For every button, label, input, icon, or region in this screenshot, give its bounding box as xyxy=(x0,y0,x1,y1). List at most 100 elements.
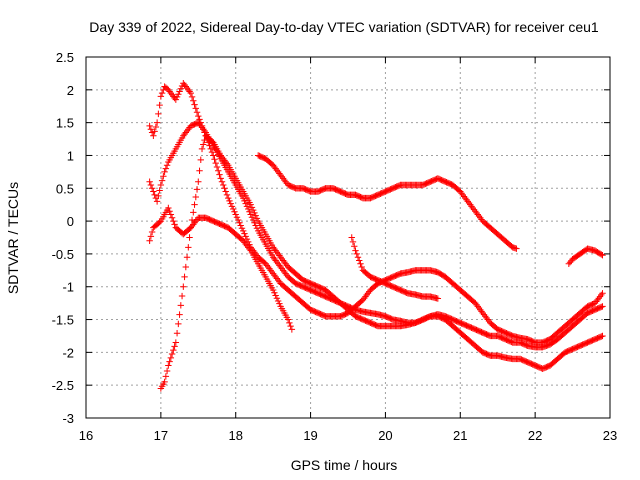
x-tick-label: 23 xyxy=(603,428,617,443)
data-point xyxy=(175,320,182,328)
data-point xyxy=(222,188,229,195)
data-point xyxy=(165,362,172,369)
data-point xyxy=(351,243,358,250)
data-point xyxy=(233,214,241,221)
data-point xyxy=(269,286,277,294)
data-point xyxy=(150,132,157,139)
data-point xyxy=(181,273,188,281)
data-point xyxy=(151,191,158,199)
data-point xyxy=(191,101,198,108)
data-point xyxy=(221,185,228,192)
data-point xyxy=(197,156,204,164)
data-point xyxy=(188,216,196,224)
data-point xyxy=(246,208,253,215)
data-point xyxy=(188,93,196,101)
data-point xyxy=(195,112,202,120)
data-point xyxy=(183,253,191,261)
data-point xyxy=(220,181,227,189)
data-point xyxy=(172,339,180,346)
y-tick-label: 2.5 xyxy=(56,50,74,65)
data-point xyxy=(237,222,244,229)
data-point xyxy=(252,212,259,219)
data-point xyxy=(598,251,605,258)
data-point xyxy=(176,311,183,318)
data-point xyxy=(182,263,190,271)
data-point xyxy=(185,244,192,251)
data-point xyxy=(215,167,222,174)
data-point xyxy=(176,88,183,95)
data-point xyxy=(178,292,186,300)
data-point xyxy=(287,322,294,330)
data-point xyxy=(598,303,605,311)
data-point xyxy=(190,97,197,104)
data-point xyxy=(190,209,197,216)
data-point xyxy=(356,257,363,264)
y-tick-label: 0.5 xyxy=(56,181,74,196)
data-point xyxy=(153,198,161,205)
x-tick-label: 18 xyxy=(228,428,242,443)
series-track-a xyxy=(146,80,606,346)
data-point xyxy=(288,326,296,333)
data-point xyxy=(242,233,249,240)
x-tick-label: 17 xyxy=(154,428,168,443)
data-points xyxy=(146,80,606,392)
data-point xyxy=(352,247,359,254)
data-point xyxy=(349,238,357,246)
y-tick-label: -2 xyxy=(62,345,74,360)
data-point xyxy=(162,165,170,172)
chart-title: Day 339 of 2022, Sidereal Day-to-day VTE… xyxy=(89,19,599,35)
data-point xyxy=(357,260,364,267)
y-tick-label: -2.5 xyxy=(52,378,74,393)
x-tick-label: 21 xyxy=(453,428,467,443)
data-point xyxy=(513,245,520,252)
data-point xyxy=(161,168,168,176)
y-tick-label: 2 xyxy=(67,83,74,98)
data-point xyxy=(160,173,167,180)
series-track-c xyxy=(146,204,296,333)
data-point xyxy=(196,167,203,174)
x-tick-label: 16 xyxy=(79,428,93,443)
data-point xyxy=(193,186,201,193)
y-tick-label: 1 xyxy=(67,148,74,163)
data-point xyxy=(180,283,187,290)
data-point xyxy=(171,343,178,350)
series-track-d xyxy=(157,132,606,392)
data-point xyxy=(186,234,193,241)
data-point xyxy=(271,289,278,296)
data-point xyxy=(146,237,153,244)
data-point xyxy=(253,225,261,232)
data-point xyxy=(155,192,162,200)
data-point xyxy=(235,216,242,224)
data-point xyxy=(163,162,171,169)
data-point xyxy=(241,230,248,237)
data-point xyxy=(158,177,166,184)
data-point xyxy=(151,128,158,135)
data-point xyxy=(150,188,157,195)
data-point xyxy=(242,200,249,207)
axis-ticks xyxy=(85,56,611,419)
data-point xyxy=(218,178,226,185)
data-point xyxy=(286,319,293,327)
x-tick-label: 22 xyxy=(528,428,542,443)
data-point xyxy=(163,367,171,375)
data-point xyxy=(187,224,194,231)
data-point xyxy=(238,225,246,232)
y-tick-label: 0 xyxy=(67,214,74,229)
y-tick-label: 1.5 xyxy=(56,116,74,131)
data-point xyxy=(156,187,163,194)
data-point xyxy=(213,163,221,171)
data-point xyxy=(236,219,243,226)
data-point xyxy=(232,211,239,218)
data-point xyxy=(240,227,247,235)
data-point xyxy=(148,185,156,192)
data-point xyxy=(187,89,194,97)
data-point xyxy=(249,206,257,214)
data-point xyxy=(248,214,256,221)
data-point xyxy=(168,214,176,222)
data-point xyxy=(227,200,234,207)
data-point xyxy=(195,178,202,185)
data-point xyxy=(253,215,261,222)
data-point xyxy=(200,141,207,148)
data-point xyxy=(161,378,168,386)
